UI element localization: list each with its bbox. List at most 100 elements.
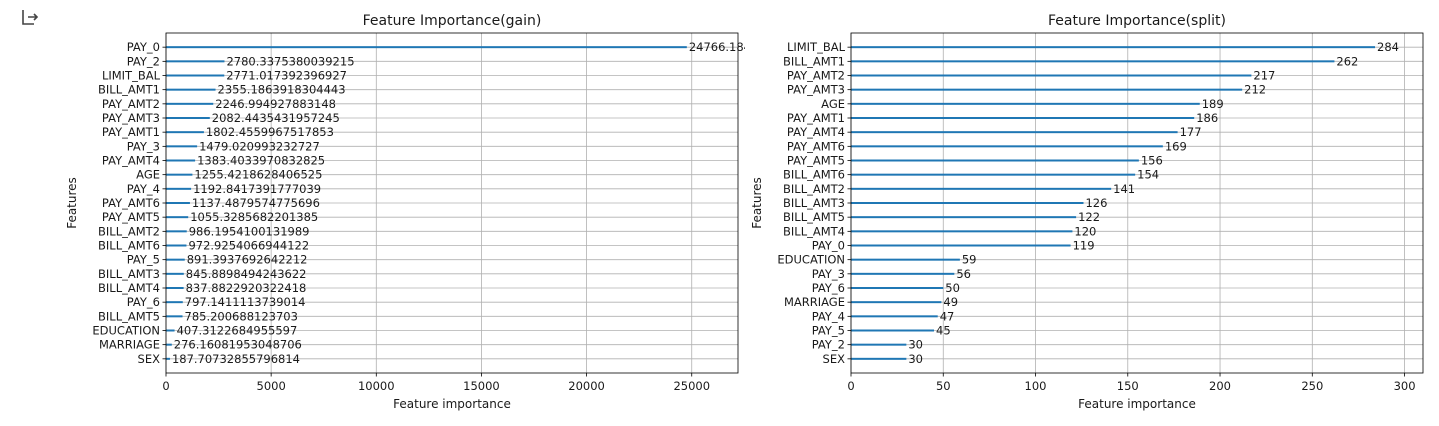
data-label: 891.3937692642212 — [187, 253, 308, 267]
data-label: 186 — [1196, 111, 1218, 125]
bar — [166, 102, 214, 105]
bar — [851, 230, 1073, 233]
data-label: 2246.994927883148 — [215, 97, 336, 111]
bar — [851, 202, 1084, 204]
bar — [166, 173, 193, 176]
x-tick-label: 300 — [1394, 379, 1416, 393]
x-tick-label: 250 — [1301, 379, 1323, 393]
y-tick-label: PAY_0 — [127, 40, 160, 54]
data-label: 217 — [1253, 69, 1275, 83]
y-tick-label: PAY_AMT2 — [102, 97, 160, 111]
x-axis: 0 5000 10000 15000 20000 25000 — [162, 373, 710, 393]
bar — [166, 343, 172, 346]
y-tick-label: EDUCATION — [777, 253, 845, 267]
bar — [166, 287, 184, 289]
data-label: 50 — [945, 281, 960, 295]
data-label: 141 — [1113, 182, 1135, 196]
bars — [166, 46, 687, 360]
data-label: 845.8898494243622 — [186, 267, 307, 281]
data-label: 30 — [908, 352, 923, 366]
y-tick-label: PAY_AMT4 — [102, 154, 160, 168]
bar — [851, 173, 1136, 176]
y-tick-label: MARRIAGE — [784, 295, 845, 309]
output-arrow-icon[interactable] — [20, 8, 40, 28]
bar — [166, 131, 204, 134]
y-axis-label: Features — [65, 177, 79, 229]
value-labels: 24766.184275620136 2780.33753800392152771… — [172, 40, 745, 366]
bar — [166, 216, 189, 219]
data-label: 2771.017392396927 — [226, 69, 347, 83]
data-label: 972.9254066944122 — [188, 239, 309, 253]
data-label: 1137.4879574775696 — [192, 196, 320, 210]
y-tick-label: PAY_6 — [812, 281, 845, 295]
data-label: 1055.3285682201385 — [190, 210, 318, 224]
y-tick-label: BILL_AMT3 — [783, 196, 845, 210]
data-label: 49 — [943, 295, 958, 309]
x-axis: 0 50 100 150 200 250 300 — [847, 373, 1416, 393]
bar — [166, 46, 687, 49]
bar — [166, 187, 192, 190]
bar — [851, 88, 1243, 91]
bar — [851, 343, 907, 346]
bar — [166, 329, 175, 332]
y-tick-label: AGE — [136, 168, 160, 182]
data-label: 276.16081953048706 — [174, 338, 302, 352]
bar — [851, 301, 942, 304]
bar — [166, 159, 196, 162]
y-tick-label: PAY_3 — [812, 267, 845, 281]
y-tick-label: BILL_AMT1 — [783, 54, 845, 68]
y-tick-label: SEX — [823, 352, 846, 366]
bar — [851, 117, 1195, 119]
data-label: 122 — [1078, 210, 1100, 224]
y-tick-label: PAY_4 — [127, 182, 160, 196]
y-tick-label: EDUCATION — [92, 324, 160, 338]
data-label: 120 — [1074, 224, 1096, 238]
y-tick-label: BILL_AMT2 — [783, 182, 845, 196]
bar — [851, 315, 938, 318]
y-tick-label: BILL_AMT2 — [98, 224, 160, 238]
bar — [166, 301, 183, 304]
y-tick-label: PAY_AMT3 — [102, 111, 160, 125]
y-tick-label: PAY_AMT2 — [787, 69, 845, 83]
y-tick-label: BILL_AMT4 — [783, 224, 845, 238]
bars — [851, 46, 1376, 360]
data-label: 785.200688123703 — [185, 309, 298, 323]
value-labels: 2842622172121891861771691561541411261221… — [908, 40, 1399, 366]
bar — [851, 287, 944, 289]
y-tick-label: LIMIT_BAL — [787, 40, 846, 54]
data-label: 986.1954100131989 — [189, 224, 310, 238]
data-label: 212 — [1244, 83, 1266, 97]
data-label: 59 — [962, 253, 977, 267]
y-tick-label: BILL_AMT5 — [783, 210, 845, 224]
x-tick-label: 200 — [1209, 379, 1231, 393]
y-tick-label: PAY_AMT6 — [787, 139, 845, 153]
x-tick-label: 15000 — [463, 379, 500, 393]
x-tick-label: 150 — [1117, 379, 1139, 393]
x-tick-label: 100 — [1025, 379, 1047, 393]
bar — [166, 272, 184, 275]
x-tick-label: 50 — [936, 379, 951, 393]
data-label: 56 — [956, 267, 971, 281]
y-axis-label: Features — [750, 177, 764, 229]
bar — [166, 88, 216, 91]
y-tick-label: BILL_AMT3 — [98, 267, 160, 281]
x-axis-label: Feature importance — [393, 397, 511, 411]
data-label: 2082.4435431957245 — [212, 111, 340, 125]
bar — [851, 357, 907, 360]
y-tick-label: PAY_2 — [127, 54, 160, 68]
y-tick-label: PAY_AMT3 — [787, 83, 845, 97]
y-tick-label: PAY_AMT4 — [787, 125, 845, 139]
y-tick-label: PAY_AMT5 — [787, 154, 845, 168]
x-tick-label: 5000 — [257, 379, 286, 393]
x-tick-label: 10000 — [358, 379, 395, 393]
chart-title: Feature Importance(gain) — [363, 13, 542, 29]
data-label: 797.1411113739014 — [185, 295, 306, 309]
y-tick-label: AGE — [821, 97, 845, 111]
y-tick-label: PAY_AMT6 — [102, 196, 160, 210]
y-tick-label: PAY_AMT1 — [102, 125, 160, 139]
bar — [851, 244, 1071, 247]
bar — [851, 46, 1376, 49]
chart-title: Feature Importance(split) — [1048, 13, 1226, 29]
y-tick-label: PAY_6 — [127, 295, 160, 309]
